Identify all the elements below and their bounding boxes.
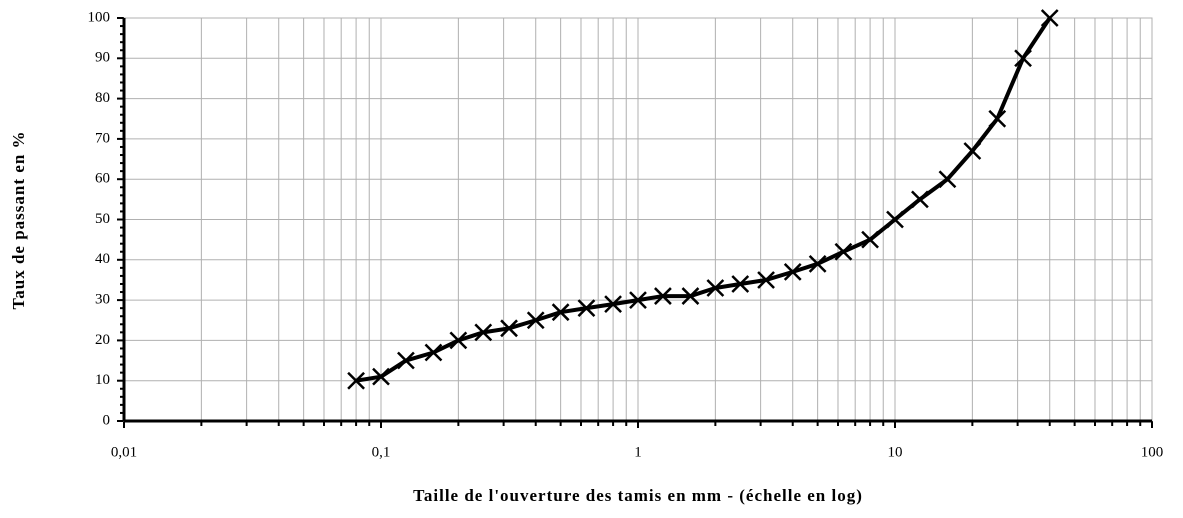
y-axis-title: Taux de passant en % xyxy=(9,130,28,309)
x-tick-label: 100 xyxy=(1141,444,1164,460)
marker xyxy=(474,323,493,342)
marker xyxy=(834,242,853,261)
marker xyxy=(526,311,545,330)
marker xyxy=(706,279,725,297)
marker xyxy=(347,371,365,390)
marker xyxy=(963,142,982,160)
x-tick-label: 0,01 xyxy=(111,444,137,460)
x-tick-label: 10 xyxy=(888,444,903,460)
y-tick-label: 90 xyxy=(95,50,110,66)
y-tick-label: 10 xyxy=(95,372,110,388)
marker xyxy=(1014,49,1032,68)
marker xyxy=(551,303,570,322)
y-tick-label: 60 xyxy=(95,171,110,187)
marker xyxy=(911,190,929,209)
marker xyxy=(604,295,622,314)
y-tick-label: 100 xyxy=(88,9,111,25)
marker xyxy=(654,287,672,305)
y-tick-label: 80 xyxy=(95,90,110,106)
x-tick-label: 1 xyxy=(634,444,642,460)
marker xyxy=(424,343,443,362)
marker xyxy=(449,331,468,350)
x-tick-label: 0,1 xyxy=(372,444,391,460)
marker xyxy=(372,367,390,386)
marker xyxy=(500,319,518,338)
marker xyxy=(397,351,415,370)
series-line xyxy=(355,16,1052,383)
marker xyxy=(1040,9,1059,27)
marker xyxy=(577,299,596,318)
marker xyxy=(629,291,647,309)
marker xyxy=(808,254,827,273)
y-tick-label: 40 xyxy=(95,251,110,267)
y-tick-label: 30 xyxy=(95,292,110,308)
y-tick-label: 20 xyxy=(95,332,110,348)
y-tick-label: 50 xyxy=(95,211,110,227)
y-tick-label: 0 xyxy=(103,412,111,428)
marker xyxy=(783,263,802,281)
marker xyxy=(861,230,879,249)
marker xyxy=(731,275,750,293)
marker xyxy=(757,271,775,289)
marker xyxy=(886,210,904,229)
marker xyxy=(681,287,700,305)
marker xyxy=(988,109,1007,128)
y-tick-label: 70 xyxy=(95,130,110,146)
x-axis-title: Taille de l'ouverture des tamis en mm - … xyxy=(413,486,863,505)
marker xyxy=(938,170,957,189)
